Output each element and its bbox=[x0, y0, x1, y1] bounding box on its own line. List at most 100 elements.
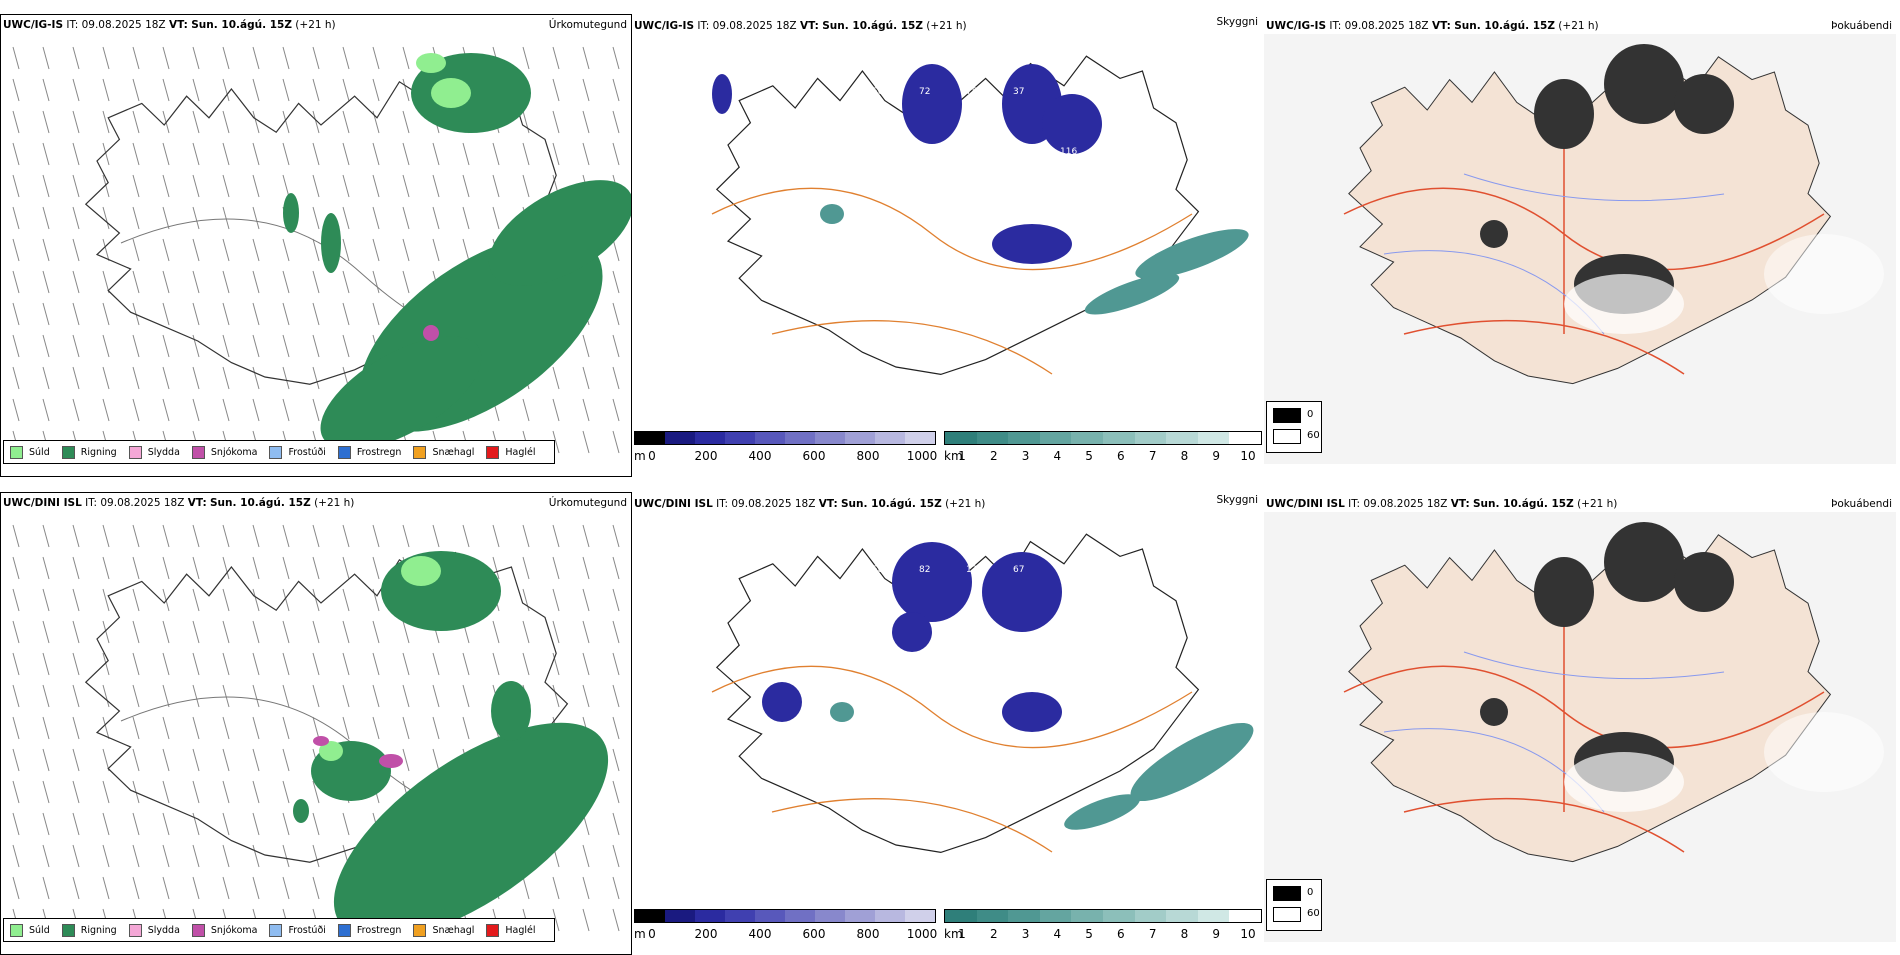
wind-barb bbox=[612, 780, 620, 804]
wind-barb bbox=[342, 270, 350, 294]
wind-barb bbox=[132, 748, 140, 772]
wind-barb bbox=[432, 174, 440, 198]
ceiling-ticks: m 0 200 400 600 800 1000 bbox=[634, 449, 937, 463]
panel-title: Skyggni bbox=[1216, 16, 1259, 28]
wind-barb bbox=[342, 142, 350, 166]
ceiling-value-label: 75 bbox=[966, 87, 977, 97]
legend-swatch bbox=[191, 923, 205, 937]
wind-barb bbox=[12, 684, 20, 708]
wind-barb bbox=[282, 876, 290, 900]
wind-barb bbox=[552, 398, 560, 422]
wind-barb bbox=[432, 652, 440, 676]
wind-barb bbox=[312, 876, 320, 900]
ceiling-value-label: 67 bbox=[1013, 565, 1024, 575]
ceiling-value-label: 72 bbox=[919, 87, 930, 97]
wind-barb bbox=[252, 78, 260, 102]
wind-barb bbox=[612, 812, 620, 836]
wind-barb bbox=[282, 270, 290, 294]
panel-header: UWC/DINI ISL IT: 09.08.2025 18Z VT: Sun.… bbox=[1266, 498, 1618, 510]
wind-barb bbox=[12, 556, 20, 580]
colorbar-tick: 600 bbox=[802, 449, 826, 463]
wind-barb bbox=[522, 110, 530, 134]
wind-barb bbox=[282, 524, 290, 548]
ceiling-area bbox=[712, 74, 732, 114]
wind-barb bbox=[252, 334, 260, 358]
panel-header: UWC/DINI ISL IT: 09.08.2025 18Z VT: Sun.… bbox=[634, 498, 986, 510]
wind-barb bbox=[372, 206, 380, 230]
wind-barb bbox=[12, 302, 20, 326]
fog-map bbox=[1264, 34, 1896, 464]
colorbar-step bbox=[695, 910, 725, 922]
colorbar-step bbox=[1039, 910, 1072, 922]
colorbar-unit: km bbox=[944, 449, 963, 463]
wind-barb bbox=[12, 780, 20, 804]
ceiling-ticks: m 0 200 400 600 800 1000 bbox=[634, 927, 937, 941]
colorbar-step bbox=[1166, 910, 1198, 922]
wind-barb bbox=[492, 174, 500, 198]
legend-swatch bbox=[413, 445, 427, 459]
wind-barb bbox=[222, 844, 230, 868]
wind-barb bbox=[312, 174, 320, 198]
wind-barb bbox=[222, 652, 230, 676]
wind-barb bbox=[432, 684, 440, 708]
wind-barb bbox=[102, 620, 110, 644]
wind-barb bbox=[312, 142, 320, 166]
wind-barb bbox=[252, 684, 260, 708]
wind-barb bbox=[162, 78, 170, 102]
fog-area bbox=[1480, 220, 1508, 248]
wind-barb bbox=[12, 334, 20, 358]
wind-barb bbox=[492, 556, 500, 580]
wind-barb bbox=[42, 238, 50, 262]
wind-barb bbox=[102, 398, 110, 422]
wind-barb bbox=[42, 334, 50, 358]
colorbar-tick: 10 bbox=[1240, 927, 1256, 941]
wind-barb bbox=[522, 620, 530, 644]
fog-key: 0 60 bbox=[1266, 401, 1322, 453]
wind-barb bbox=[282, 716, 290, 740]
wind-barb bbox=[342, 334, 350, 358]
colorbar-tick: 1 bbox=[958, 927, 966, 941]
colorbar-step bbox=[1166, 432, 1198, 444]
wind-barb bbox=[192, 174, 200, 198]
colorbar-tick: 9 bbox=[1212, 927, 1221, 941]
fog-key-low-swatch bbox=[1273, 886, 1301, 901]
wind-barb bbox=[42, 142, 50, 166]
wind-barb bbox=[222, 142, 230, 166]
legend-label: Rigning bbox=[80, 924, 117, 936]
wind-barb bbox=[42, 684, 50, 708]
drizzle-area bbox=[401, 556, 441, 586]
wind-barb bbox=[72, 142, 80, 166]
precip-legend: Súld Rigning Slydda Snjókoma Frostúði Frostre… bbox=[3, 440, 555, 464]
wind-barb bbox=[282, 588, 290, 612]
legend-swatch bbox=[191, 445, 205, 459]
colorbar-step bbox=[1197, 910, 1230, 922]
colorbar-tick: 400 bbox=[748, 449, 772, 463]
wind-barb bbox=[582, 620, 590, 644]
wind-barb bbox=[282, 652, 290, 676]
wind-barb bbox=[102, 844, 110, 868]
colorbar-tick: 1000 bbox=[906, 927, 938, 941]
wind-barb bbox=[432, 748, 440, 772]
legend-swatch bbox=[337, 445, 351, 459]
ceiling-area bbox=[892, 542, 972, 622]
wind-barb bbox=[42, 46, 50, 70]
wind-barb bbox=[582, 46, 590, 70]
wind-barb bbox=[42, 270, 50, 294]
colorbar-step bbox=[1229, 432, 1261, 444]
colorbar-step bbox=[1071, 432, 1103, 444]
wind-barb bbox=[162, 652, 170, 676]
visibility-ticks: km 1 2 3 4 5 6 7 8 9 10 bbox=[944, 927, 1260, 941]
wind-barb bbox=[132, 366, 140, 390]
wind-barb bbox=[252, 46, 260, 70]
colorbar-unit: m bbox=[634, 449, 646, 463]
wind-barb bbox=[222, 270, 230, 294]
wind-barb bbox=[192, 142, 200, 166]
wind-barb bbox=[252, 524, 260, 548]
rain-area bbox=[491, 681, 531, 741]
fog-map bbox=[1264, 512, 1896, 942]
wind-barb bbox=[582, 366, 590, 390]
low-visibility-area bbox=[1130, 722, 1254, 802]
ceiling-area bbox=[892, 612, 932, 652]
low-visibility-area bbox=[830, 702, 854, 722]
colorbar-tick: 2 bbox=[989, 449, 998, 463]
